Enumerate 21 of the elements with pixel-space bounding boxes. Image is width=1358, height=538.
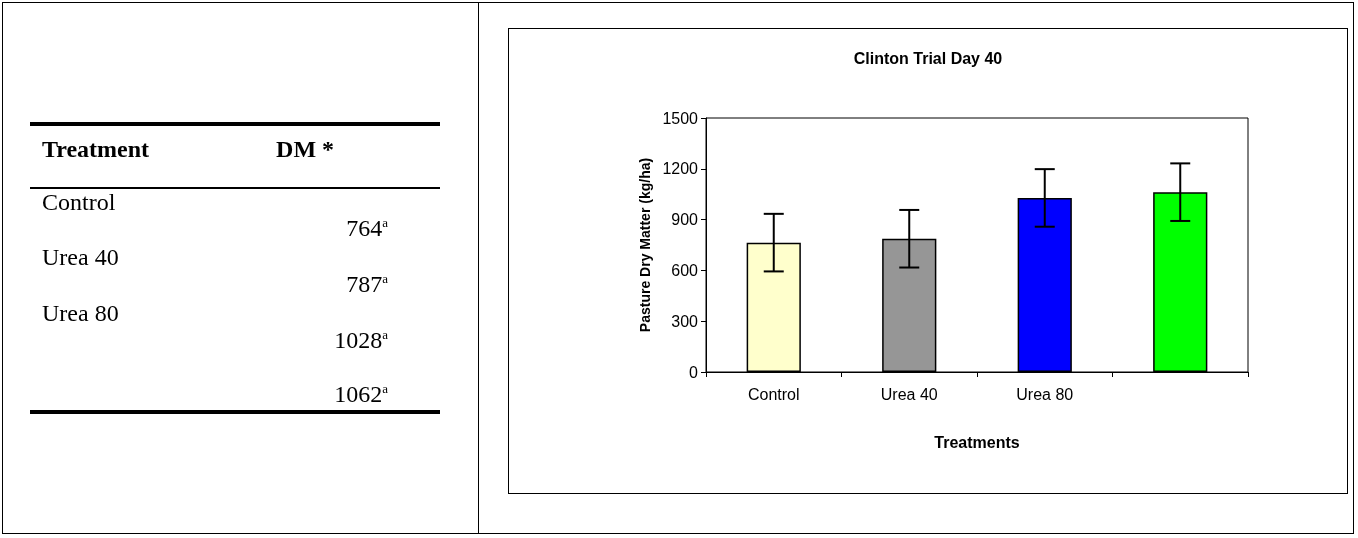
x-axis-title: Treatments (934, 433, 1020, 451)
text: DM * (236, 124, 440, 188)
text: 764$^{a}$ (345, 214, 389, 243)
x-tick-label: Control (747, 385, 800, 403)
text: 1028$^{a}$ (333, 326, 389, 355)
y-tick-label: 1500 (662, 109, 699, 127)
y-tick-label: 300 (671, 312, 699, 330)
x-tick-label: Urea 40 (880, 385, 938, 403)
y-tick-label: 600 (671, 261, 699, 279)
x-tick-label: Urea 80 (1016, 385, 1074, 403)
y-tick-label: 0 (689, 363, 699, 381)
text: Treatment (30, 124, 237, 188)
category-label: Urea 40 (42, 244, 119, 270)
text: 787$^{a}$ (345, 270, 389, 299)
text: 1062$^{a}$ (236, 356, 440, 412)
chart-title: Clinton Trial Day 40 (853, 49, 1003, 67)
y-axis-title: Pasture Dry Matter (kg/ha) (636, 157, 653, 333)
category-label: Urea 80 (42, 300, 119, 326)
category-label: Control (42, 189, 116, 215)
y-tick-label: 1200 (662, 160, 699, 178)
y-tick-label: 900 (671, 211, 699, 229)
